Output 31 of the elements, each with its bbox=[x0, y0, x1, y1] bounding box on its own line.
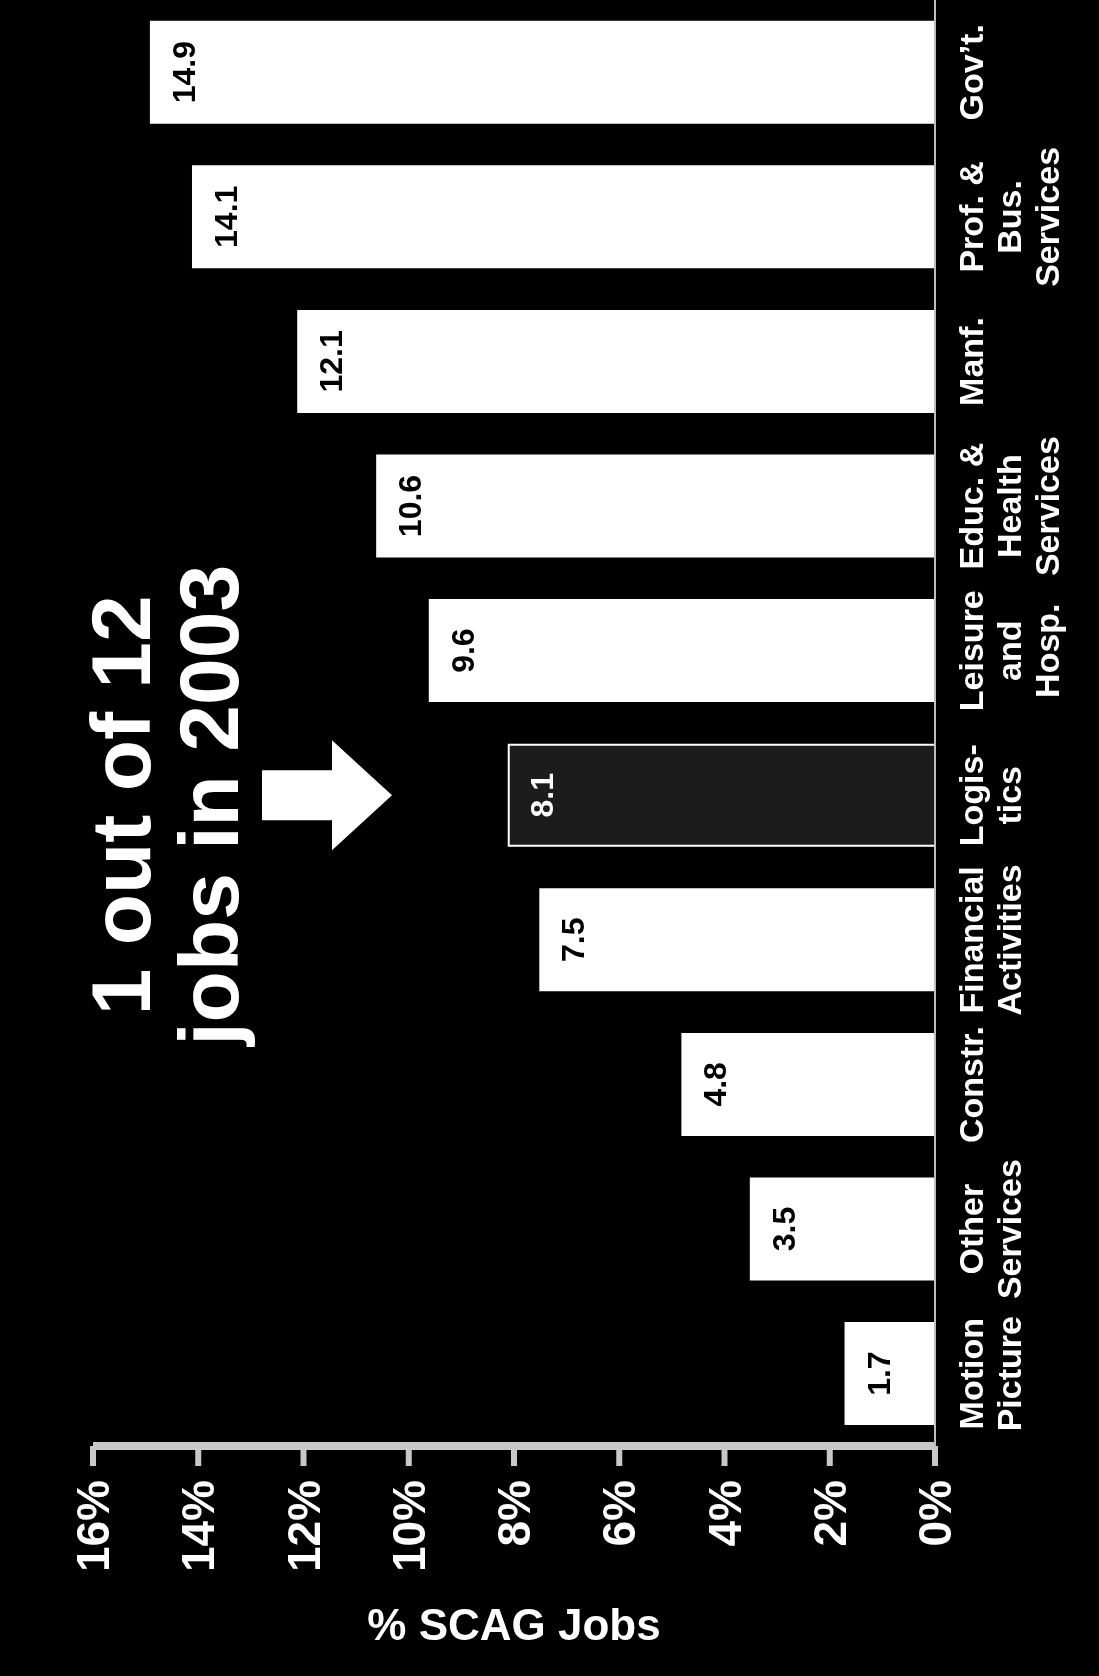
y-tick-label: Gov’t. bbox=[952, 24, 990, 121]
y-tick-label: Leisure and Hosp. bbox=[952, 590, 1066, 712]
data-label: 4.8 bbox=[697, 1062, 734, 1107]
y-tick-label: Manf. bbox=[952, 317, 990, 406]
text: 1 out of 12 jobs in 2003 bbox=[74, 564, 256, 1048]
x-tick-label: 0% bbox=[909, 1480, 961, 1547]
data-label: 7.5 bbox=[555, 917, 592, 963]
data-label: 14.9 bbox=[165, 41, 202, 104]
data-label: 9.6 bbox=[444, 628, 481, 673]
y-tick-label: Financial Activities bbox=[952, 864, 1028, 1016]
x-tick-label: 10% bbox=[382, 1480, 435, 1573]
y-tick-label: Logis- tics bbox=[952, 744, 1028, 847]
x-tick-label: 16% bbox=[67, 1480, 119, 1573]
x-tick-label: 6% bbox=[593, 1480, 646, 1547]
x-tick-label: 14% bbox=[172, 1480, 225, 1573]
y-tick-label: Motion Picture bbox=[952, 1316, 1028, 1432]
x-axis-title: % SCAG Jobs bbox=[367, 1600, 661, 1649]
y-tick-label: Constr. bbox=[952, 1025, 990, 1144]
x-tick-label: 8% bbox=[488, 1480, 540, 1547]
x-tick-label: 4% bbox=[698, 1480, 751, 1547]
data-label: 14.1 bbox=[207, 185, 244, 248]
data-label: 3.5 bbox=[765, 1206, 802, 1252]
data-label: 1.7 bbox=[860, 1351, 897, 1396]
x-tick-label: 2% bbox=[803, 1480, 856, 1547]
data-label: 8.1 bbox=[523, 772, 560, 818]
data-label: 12.1 bbox=[313, 330, 350, 393]
y-tick-label: Other Services bbox=[952, 1159, 1028, 1300]
y-tick-label: Educ. & Health Services bbox=[952, 436, 1066, 577]
data-label: 10.6 bbox=[392, 474, 429, 538]
y-tick-label: Prof. & Bus. Services bbox=[952, 146, 1066, 287]
x-tick-label: 12% bbox=[277, 1480, 330, 1573]
